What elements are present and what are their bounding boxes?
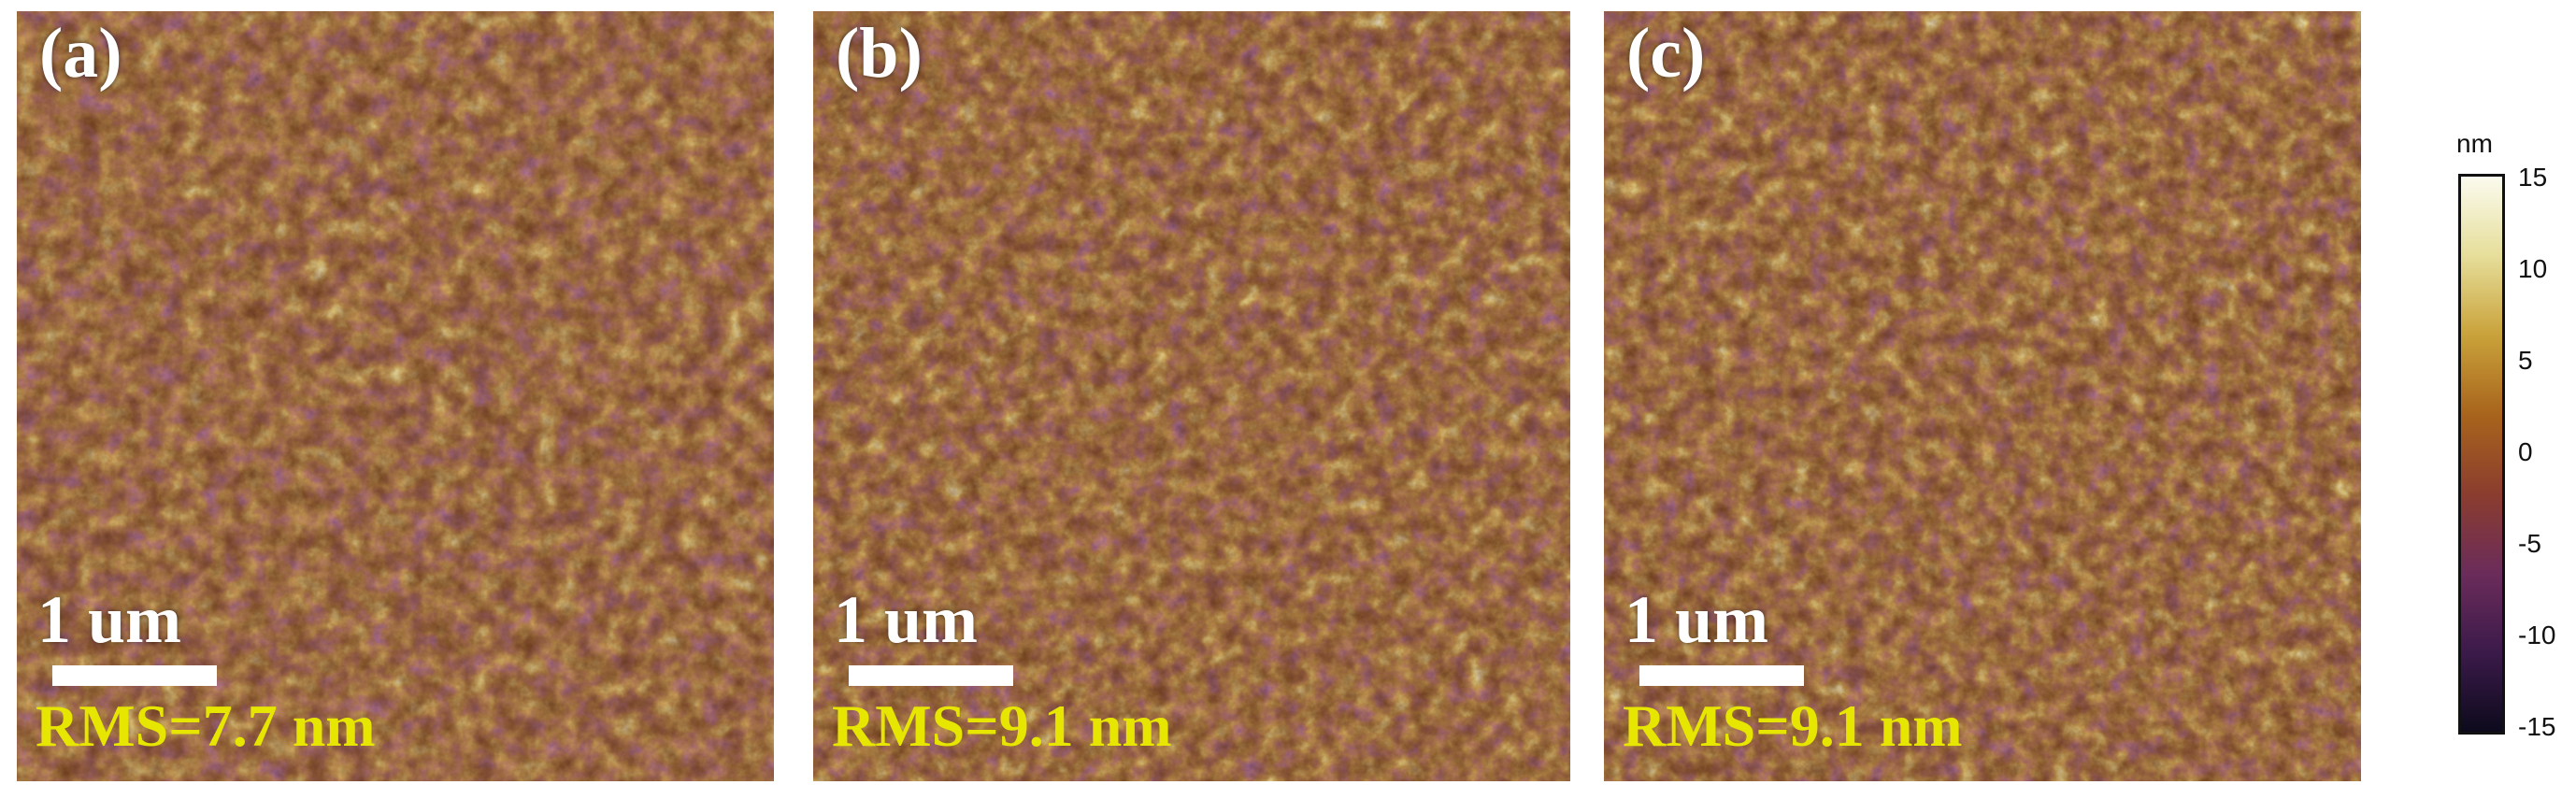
panel-label: (a) (39, 14, 122, 93)
colorbar-tick: -15 (2518, 712, 2556, 741)
rms-value: RMS=7.7 nm (36, 692, 376, 759)
scale-bar-label: 1 um (1624, 582, 1769, 657)
panel-label: (c) (1626, 14, 1706, 93)
panel-label: (b) (836, 14, 923, 93)
colorbar-tick: -10 (2518, 621, 2556, 649)
scale-bar-label: 1 um (37, 582, 182, 657)
afm-image-b: (b) 1 um RMS=9.1 nm (813, 11, 1570, 781)
afm-image-a: (a) 1 um RMS=7.7 nm (17, 11, 774, 781)
afm-texture-a (17, 11, 774, 781)
colorbar-tick: 10 (2518, 254, 2548, 283)
colorbar-unit: nm (2456, 129, 2493, 158)
afm-image-c: (c) 1 um RMS=9.1 nm (1604, 11, 2361, 781)
colorbar-tick: 5 (2518, 346, 2533, 375)
colorbar-tick: 0 (2518, 437, 2533, 466)
rms-value: RMS=9.1 nm (1623, 692, 1963, 759)
scale-bar (849, 665, 1013, 686)
afm-texture-c (1604, 11, 2361, 781)
afm-texture-b (813, 11, 1570, 781)
scale-bar-label: 1 um (834, 582, 979, 657)
scale-bar (1639, 665, 1804, 686)
colorbar-tick: -5 (2518, 529, 2541, 558)
rms-value: RMS=9.1 nm (832, 692, 1172, 759)
scale-bar (52, 665, 217, 686)
colorbar-tick: 15 (2518, 163, 2548, 192)
height-colorbar (2458, 174, 2505, 735)
